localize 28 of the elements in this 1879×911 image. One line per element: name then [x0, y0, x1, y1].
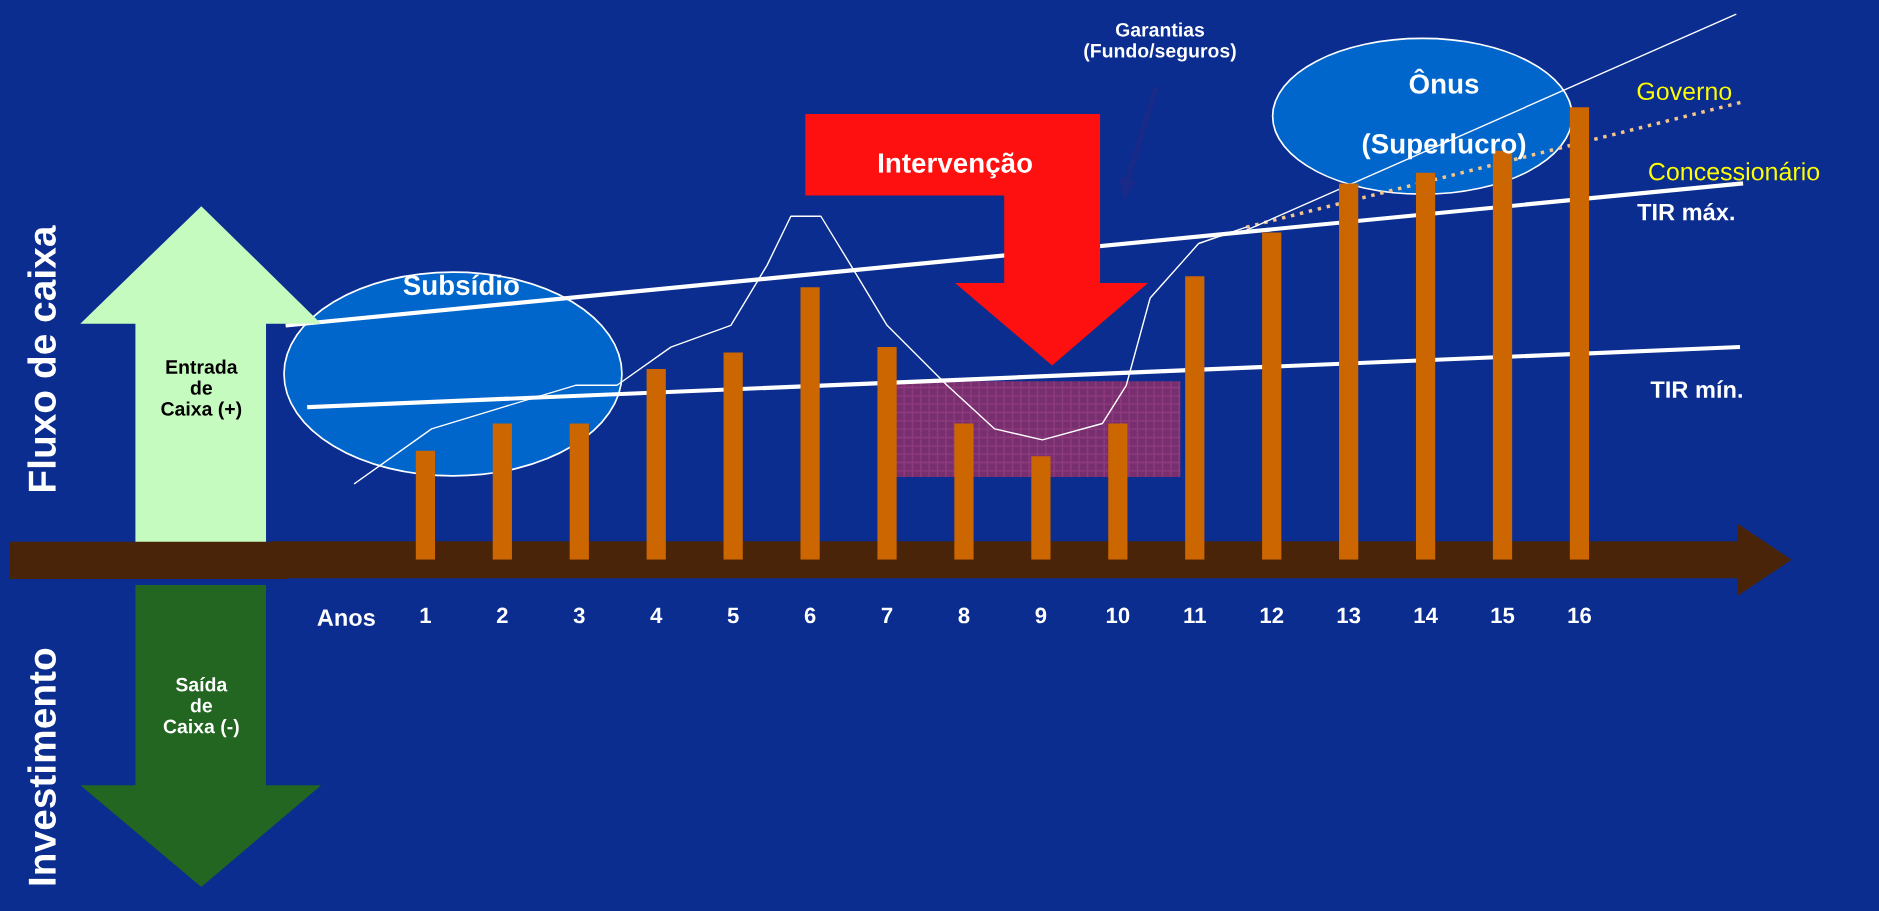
- x-tick-label: 14: [1414, 607, 1438, 624]
- x-tick-label: 3: [573, 607, 585, 624]
- x-tick-label: 7: [881, 607, 893, 624]
- series-label: Governo: [1637, 82, 1732, 101]
- x-tick-label: 9: [1035, 607, 1047, 624]
- x-tick-label: 1: [420, 607, 431, 624]
- x-tick-label: 2: [496, 607, 508, 624]
- x-tick-label: 11: [1184, 607, 1206, 624]
- x-tick-label: 16: [1568, 607, 1592, 624]
- x-tick-label: 6: [804, 607, 816, 624]
- x-tick-label: 8: [958, 607, 970, 624]
- x-tick-label: 5: [727, 607, 739, 624]
- annotation: Subsídio: [403, 274, 519, 296]
- series-label: TIR máx.: [1637, 202, 1734, 221]
- x-tick-label: 13: [1337, 607, 1361, 624]
- x-tick-label: 4: [650, 607, 663, 624]
- text: Fluxo de caixa: [27, 225, 56, 491]
- x-tick-label: 15: [1491, 607, 1515, 624]
- text: Saída de Caixa (-): [163, 677, 239, 738]
- annotation: Garantias (Fundo/seguros): [1084, 22, 1236, 62]
- annotation: Concessionário: [1649, 161, 1820, 181]
- x-tick-label: 12: [1260, 607, 1284, 624]
- text: Entrada de Caixa (+): [161, 359, 242, 420]
- x-axis-title: Anos: [317, 609, 375, 627]
- annotation: Intervenção: [878, 152, 1032, 179]
- text: Investimento: [27, 648, 56, 885]
- x-tick-label: 10: [1106, 607, 1130, 624]
- series-label: TIR mín.: [1650, 380, 1742, 398]
